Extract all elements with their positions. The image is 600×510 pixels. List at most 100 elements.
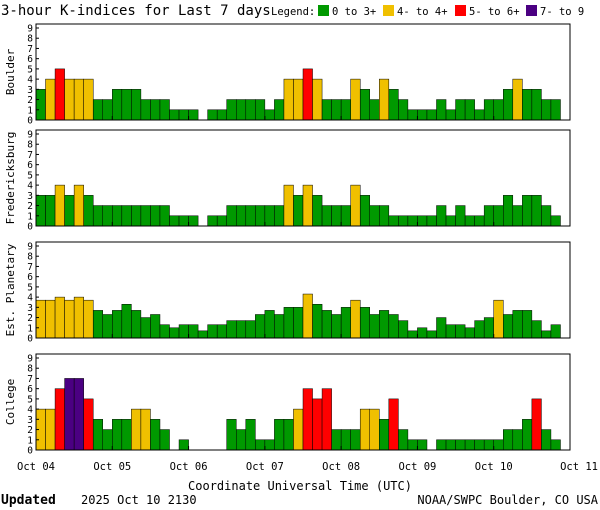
y-tick-label: 4	[27, 75, 33, 86]
bar	[493, 439, 504, 451]
bar	[512, 310, 523, 339]
bar	[112, 89, 123, 121]
y-tick-label: 8	[27, 364, 33, 375]
bar	[169, 327, 180, 339]
y-tick-label: 8	[27, 252, 33, 263]
legend-entry-2: 4- to 4+	[397, 6, 448, 18]
bar	[73, 184, 84, 227]
bar	[207, 109, 218, 121]
bar	[140, 205, 151, 227]
y-tick-label: 1	[27, 211, 33, 222]
bar	[302, 388, 313, 451]
x-tick-label: Oct 11	[560, 461, 598, 473]
bar	[102, 99, 113, 121]
bar	[54, 184, 65, 227]
bar	[207, 324, 218, 339]
bar	[455, 324, 466, 339]
bar	[312, 304, 323, 339]
bar	[331, 429, 342, 451]
panel-frame	[35, 353, 571, 451]
bar	[102, 205, 113, 227]
y-tick-label: 5	[27, 64, 33, 75]
bar	[369, 408, 380, 451]
bar	[245, 99, 256, 121]
bar	[64, 299, 75, 339]
bar	[264, 205, 275, 227]
bar	[379, 78, 390, 121]
bar	[178, 109, 189, 121]
bar	[83, 398, 94, 451]
y-tick-label: 2	[27, 425, 33, 436]
bar	[436, 317, 447, 339]
bar	[541, 429, 552, 451]
x-tick-label: Oct 08	[322, 461, 360, 473]
bar	[541, 330, 552, 339]
bar	[150, 314, 161, 339]
bar	[102, 429, 113, 451]
legend-swatch-1	[318, 5, 329, 16]
bar	[92, 419, 103, 451]
bar	[445, 215, 456, 227]
y-tick-label: 6	[27, 384, 33, 395]
y-tick-label: 8	[27, 34, 33, 45]
panel-frame	[35, 23, 571, 121]
bar	[340, 429, 351, 451]
updated-label: Updated	[1, 493, 56, 508]
bar	[255, 205, 266, 227]
x-tick-label: Oct 10	[475, 461, 513, 473]
panel-label-boulder: Boulder	[4, 48, 17, 95]
bar	[426, 109, 437, 121]
bar	[274, 419, 285, 451]
bar	[140, 317, 151, 339]
y-tick-label: 4	[27, 405, 33, 416]
y-tick-label: 3	[27, 85, 33, 96]
bar	[216, 109, 227, 121]
bar	[359, 307, 370, 339]
bar	[255, 439, 266, 451]
bar	[398, 99, 409, 121]
y-tick-label: 0	[27, 116, 33, 127]
bar	[331, 314, 342, 339]
bar	[54, 68, 65, 121]
bar	[131, 89, 142, 121]
bar	[474, 215, 485, 227]
bar	[73, 378, 84, 451]
bar	[379, 419, 390, 451]
bar	[350, 429, 361, 451]
bar	[359, 408, 370, 451]
y-tick-label: 9	[27, 24, 33, 35]
bar	[35, 89, 46, 121]
bar	[331, 205, 342, 227]
bar	[464, 99, 475, 121]
bar	[245, 205, 256, 227]
bar	[112, 419, 123, 451]
legend-label: Legend:	[271, 6, 315, 18]
bar	[102, 314, 113, 339]
bar	[293, 408, 304, 451]
y-tick-label: 6	[27, 160, 33, 171]
panel-frame	[35, 241, 571, 339]
bar	[83, 195, 94, 227]
y-tick-label: 9	[27, 354, 33, 365]
y-tick-label: 5	[27, 170, 33, 181]
panel-label-fredericksburg: Fredericksburg	[4, 132, 17, 225]
bar	[236, 320, 247, 339]
bar	[64, 78, 75, 121]
bar	[45, 78, 56, 121]
bar	[426, 215, 437, 227]
bar	[483, 317, 494, 339]
bar	[512, 429, 523, 451]
y-tick-label: 4	[27, 181, 33, 192]
bar	[150, 205, 161, 227]
bar	[188, 215, 199, 227]
bar	[45, 408, 56, 451]
bar	[483, 205, 494, 227]
bar	[73, 78, 84, 121]
bar	[197, 330, 208, 339]
bar	[398, 429, 409, 451]
legend-entry-1: 0 to 3+	[332, 6, 376, 18]
bar	[302, 293, 313, 339]
